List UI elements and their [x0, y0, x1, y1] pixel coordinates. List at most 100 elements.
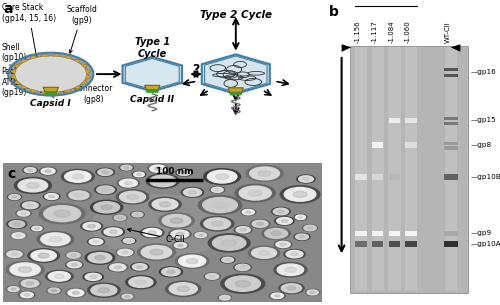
- Text: Capsid II: Capsid II: [130, 95, 174, 104]
- Circle shape: [287, 286, 296, 290]
- Polygon shape: [85, 69, 91, 74]
- Bar: [406, 231, 417, 236]
- Circle shape: [104, 228, 122, 236]
- Polygon shape: [30, 56, 40, 59]
- Circle shape: [184, 188, 202, 196]
- Circle shape: [12, 233, 25, 239]
- Circle shape: [92, 195, 232, 256]
- Circle shape: [11, 253, 18, 256]
- Circle shape: [206, 274, 219, 279]
- Circle shape: [120, 294, 134, 300]
- Bar: [350, 46, 469, 293]
- Circle shape: [45, 92, 48, 94]
- Circle shape: [88, 283, 120, 297]
- Polygon shape: [72, 59, 80, 63]
- Bar: [355, 47, 367, 291]
- Circle shape: [284, 267, 296, 272]
- Circle shape: [270, 292, 285, 299]
- Circle shape: [38, 253, 49, 258]
- Circle shape: [291, 253, 298, 256]
- Circle shape: [208, 170, 237, 183]
- Circle shape: [234, 264, 252, 271]
- Circle shape: [134, 172, 144, 177]
- Circle shape: [22, 202, 38, 209]
- Bar: [444, 146, 458, 149]
- Circle shape: [122, 294, 132, 299]
- Circle shape: [68, 262, 82, 268]
- Circle shape: [52, 289, 57, 292]
- Circle shape: [83, 272, 103, 281]
- Bar: [355, 241, 366, 247]
- Circle shape: [181, 171, 187, 174]
- Circle shape: [248, 246, 280, 260]
- Circle shape: [32, 226, 42, 231]
- Circle shape: [172, 242, 188, 249]
- Bar: [405, 47, 417, 291]
- Circle shape: [11, 288, 16, 290]
- Bar: [406, 241, 417, 247]
- Circle shape: [114, 215, 126, 220]
- Circle shape: [281, 220, 288, 222]
- Circle shape: [48, 288, 60, 293]
- Circle shape: [126, 240, 132, 242]
- Circle shape: [182, 188, 204, 197]
- Text: —gp10A: —gp10A: [471, 241, 500, 247]
- Circle shape: [116, 249, 134, 257]
- Circle shape: [85, 273, 102, 280]
- Circle shape: [142, 228, 162, 237]
- Circle shape: [94, 185, 116, 195]
- Circle shape: [130, 212, 144, 217]
- Text: 100 nm: 100 nm: [156, 167, 194, 176]
- Bar: [444, 117, 458, 120]
- Circle shape: [212, 187, 223, 192]
- Circle shape: [174, 242, 186, 248]
- Circle shape: [20, 292, 34, 298]
- Circle shape: [235, 280, 250, 287]
- Circle shape: [235, 184, 275, 202]
- Circle shape: [252, 221, 268, 227]
- Circle shape: [222, 297, 227, 299]
- Circle shape: [222, 240, 236, 246]
- Circle shape: [212, 236, 246, 250]
- Circle shape: [6, 261, 44, 278]
- Circle shape: [97, 186, 114, 194]
- Circle shape: [171, 230, 189, 238]
- Circle shape: [85, 251, 115, 264]
- Circle shape: [116, 190, 149, 204]
- Circle shape: [10, 263, 40, 276]
- Circle shape: [9, 221, 24, 228]
- Circle shape: [120, 191, 146, 203]
- Polygon shape: [122, 57, 182, 92]
- Bar: [444, 47, 457, 291]
- Circle shape: [204, 169, 240, 185]
- Polygon shape: [80, 80, 88, 85]
- Circle shape: [240, 266, 246, 269]
- Circle shape: [16, 56, 86, 92]
- Circle shape: [162, 268, 180, 276]
- Bar: [444, 67, 458, 71]
- Bar: [406, 118, 417, 123]
- Polygon shape: [204, 56, 267, 92]
- Bar: [355, 174, 366, 180]
- Circle shape: [7, 220, 26, 228]
- Circle shape: [234, 93, 237, 95]
- Circle shape: [216, 174, 228, 179]
- Bar: [388, 231, 400, 236]
- Circle shape: [44, 206, 80, 222]
- Circle shape: [69, 191, 89, 200]
- Circle shape: [246, 165, 283, 181]
- Circle shape: [89, 239, 103, 245]
- Circle shape: [136, 174, 141, 175]
- Circle shape: [221, 274, 265, 293]
- Circle shape: [34, 228, 39, 229]
- Circle shape: [239, 186, 271, 200]
- Circle shape: [275, 217, 294, 225]
- Circle shape: [121, 165, 132, 170]
- Circle shape: [306, 289, 320, 296]
- Circle shape: [102, 188, 110, 192]
- Text: Shell
(gp10): Shell (gp10): [2, 43, 27, 68]
- Circle shape: [72, 263, 78, 266]
- Circle shape: [272, 207, 290, 216]
- Text: -1.117: -1.117: [372, 20, 378, 43]
- Circle shape: [24, 168, 36, 173]
